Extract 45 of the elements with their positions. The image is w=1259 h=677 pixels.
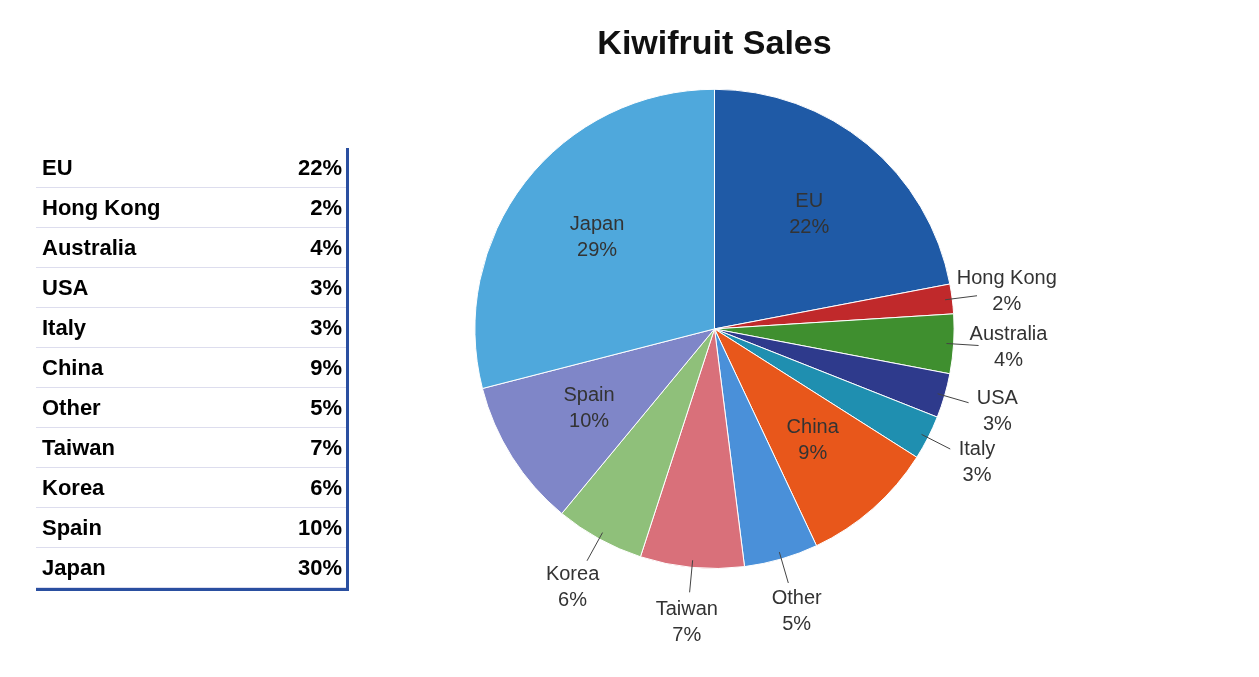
text: 6% — [310, 474, 342, 500]
slice-label: Spain — [563, 383, 615, 406]
slice-label: Australia — [969, 321, 1049, 344]
text: 9% — [310, 354, 342, 380]
data-label: 6% — [558, 587, 588, 610]
data-label: 4% — [994, 347, 1024, 370]
category-label: Taiwan — [42, 434, 115, 461]
slice-label: Italy — [958, 437, 996, 460]
text: 2% — [310, 194, 342, 220]
category-label: Korea — [42, 474, 105, 501]
data-label: 3% — [962, 463, 992, 486]
text: 7% — [310, 434, 342, 460]
category-label: Italy — [42, 314, 87, 341]
slice-label: China — [786, 414, 840, 437]
category-label: USA — [42, 274, 89, 301]
text: 3% — [310, 314, 342, 340]
data-label: 3% — [982, 411, 1013, 434]
slice-label: EU — [795, 188, 824, 211]
data-label: 22% — [789, 214, 830, 237]
category-label: Spain — [42, 514, 102, 541]
text: 4% — [310, 234, 342, 260]
slice-label: Hong Kong — [956, 266, 1057, 289]
chart-title: Kiwifruit Sales — [597, 22, 832, 61]
text: 22% — [297, 154, 342, 180]
category-label: China — [42, 354, 104, 381]
slice-label: Korea — [545, 561, 601, 584]
data-label: 9% — [798, 440, 828, 463]
data-label: 7% — [672, 622, 702, 645]
text: 5% — [310, 394, 342, 420]
text: 3% — [310, 274, 342, 300]
text: 10% — [297, 514, 342, 540]
data-label: 5% — [782, 612, 812, 635]
slice-label: Other — [771, 586, 823, 609]
data-label: 29% — [577, 238, 618, 261]
slice-label: Japan — [569, 212, 625, 235]
category-label: Hong Kong — [42, 194, 161, 221]
category-label: Australia — [42, 234, 137, 261]
category-label: Other — [42, 394, 101, 421]
text: 30% — [297, 554, 342, 580]
slice-label: Taiwan — [655, 596, 718, 619]
slice-label: USA — [976, 385, 1019, 408]
data-label: 10% — [569, 409, 610, 432]
data-label: 2% — [992, 292, 1022, 315]
category-label: EU — [42, 154, 73, 181]
category-label: Japan — [42, 554, 106, 581]
